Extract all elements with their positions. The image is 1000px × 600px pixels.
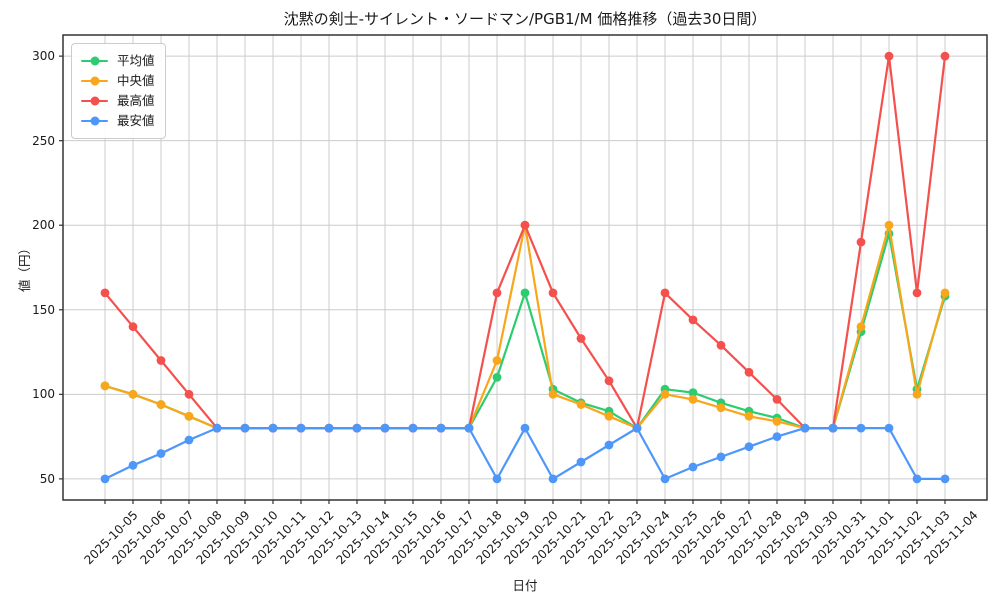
max-line-swatch-icon bbox=[81, 96, 108, 106]
series-median-point bbox=[156, 400, 166, 409]
series-min-point bbox=[744, 442, 754, 452]
median-line-swatch-icon bbox=[81, 76, 108, 86]
series-mean-point bbox=[492, 373, 502, 382]
series-max-point bbox=[660, 288, 670, 298]
series-min-point bbox=[884, 423, 894, 433]
series-median-point bbox=[856, 322, 866, 332]
series-min-point bbox=[800, 423, 810, 433]
series-median-point bbox=[576, 400, 586, 409]
legend-item-min: 最安値 bbox=[81, 111, 155, 131]
series-min-point bbox=[520, 423, 530, 433]
series-min-point bbox=[492, 474, 502, 484]
series-max-point bbox=[548, 288, 558, 298]
series-min-point bbox=[352, 423, 362, 433]
series-min-point bbox=[548, 474, 558, 484]
series-min-point bbox=[856, 423, 866, 433]
series-max-point bbox=[156, 356, 166, 365]
y-tick-label: 150 bbox=[32, 302, 55, 317]
series-min-point bbox=[296, 423, 306, 433]
series-max-point bbox=[716, 340, 726, 350]
series-median-point bbox=[100, 381, 110, 391]
series-min-point bbox=[828, 423, 838, 433]
series-max-point bbox=[184, 389, 194, 399]
series-min-point bbox=[632, 423, 642, 433]
series-median-point bbox=[744, 411, 754, 421]
series-max-point bbox=[772, 395, 782, 404]
series-min-point bbox=[716, 452, 726, 462]
axes-spines bbox=[62, 34, 988, 501]
series-mean-point bbox=[688, 388, 698, 397]
series-min-point bbox=[100, 474, 110, 484]
series-max-point bbox=[128, 322, 138, 332]
series-median-point bbox=[716, 403, 726, 413]
series-median-point bbox=[688, 395, 698, 404]
series-max-point bbox=[912, 288, 922, 298]
series-median-point bbox=[772, 417, 782, 426]
series-min-point bbox=[268, 423, 278, 433]
series-max-point bbox=[688, 315, 698, 325]
series-mean-point bbox=[520, 288, 530, 298]
y-tick-label: 100 bbox=[32, 387, 55, 402]
series-min-point bbox=[576, 457, 586, 467]
legend-label-mean: 平均値 bbox=[117, 53, 155, 68]
series-min-point bbox=[240, 423, 250, 433]
y-axis-label: 値（円） bbox=[17, 241, 32, 292]
legend-label-median: 中央値 bbox=[117, 73, 155, 88]
x-axis-label: 日付 bbox=[512, 578, 538, 593]
series-min-point bbox=[912, 474, 922, 484]
series-min-point bbox=[184, 435, 194, 445]
series-median-point bbox=[940, 288, 950, 298]
series-max-point bbox=[520, 220, 530, 230]
series-median-point bbox=[912, 389, 922, 399]
series-min-point bbox=[688, 462, 698, 472]
series-min-point bbox=[128, 460, 138, 470]
series-median-point bbox=[604, 411, 614, 421]
series-min-point bbox=[772, 432, 782, 441]
series-max-point bbox=[884, 51, 894, 61]
series-min-point bbox=[212, 423, 222, 433]
series-min-point bbox=[604, 440, 614, 450]
y-tick-label: 50 bbox=[39, 471, 55, 486]
mean-line-swatch-icon bbox=[81, 56, 108, 66]
series-median-point bbox=[884, 220, 894, 230]
series-min-point bbox=[464, 423, 474, 433]
y-tick-label: 300 bbox=[32, 49, 55, 64]
chart-title: 沈黙の剣士-サイレント・ソードマン/PGB1/M 価格推移（過去30日間） bbox=[283, 10, 767, 28]
legend-item-median: 中央値 bbox=[81, 71, 155, 91]
series-max-point bbox=[744, 367, 754, 377]
series-min-point bbox=[156, 449, 166, 458]
series-max-point bbox=[604, 376, 614, 386]
series-max-point bbox=[940, 51, 950, 61]
series-median-point bbox=[184, 411, 194, 421]
series-median-point bbox=[660, 389, 670, 399]
legend-item-mean: 平均値 bbox=[81, 51, 155, 71]
series-min-point bbox=[660, 474, 670, 484]
series-median-point bbox=[492, 356, 502, 365]
y-tick-label: 250 bbox=[32, 133, 55, 148]
series-max-point bbox=[576, 334, 586, 343]
series-min-point bbox=[380, 423, 390, 433]
series-min-point bbox=[940, 474, 950, 484]
series-max-point bbox=[100, 288, 110, 298]
series-median-point bbox=[548, 389, 558, 399]
series-min-point bbox=[436, 423, 446, 433]
min-line-swatch-icon bbox=[81, 116, 108, 126]
series-min-point bbox=[324, 423, 334, 433]
legend-label-min: 最安値 bbox=[117, 113, 155, 128]
legend: 平均値 中央値 最高値 最安値 bbox=[71, 43, 166, 139]
series-median-point bbox=[128, 389, 138, 399]
legend-label-max: 最高値 bbox=[117, 93, 155, 108]
y-tick-label: 200 bbox=[32, 218, 55, 233]
series-max-point bbox=[856, 237, 866, 247]
series-max-point bbox=[492, 288, 502, 298]
series-min-point bbox=[408, 423, 418, 433]
legend-item-max: 最高値 bbox=[81, 91, 155, 111]
